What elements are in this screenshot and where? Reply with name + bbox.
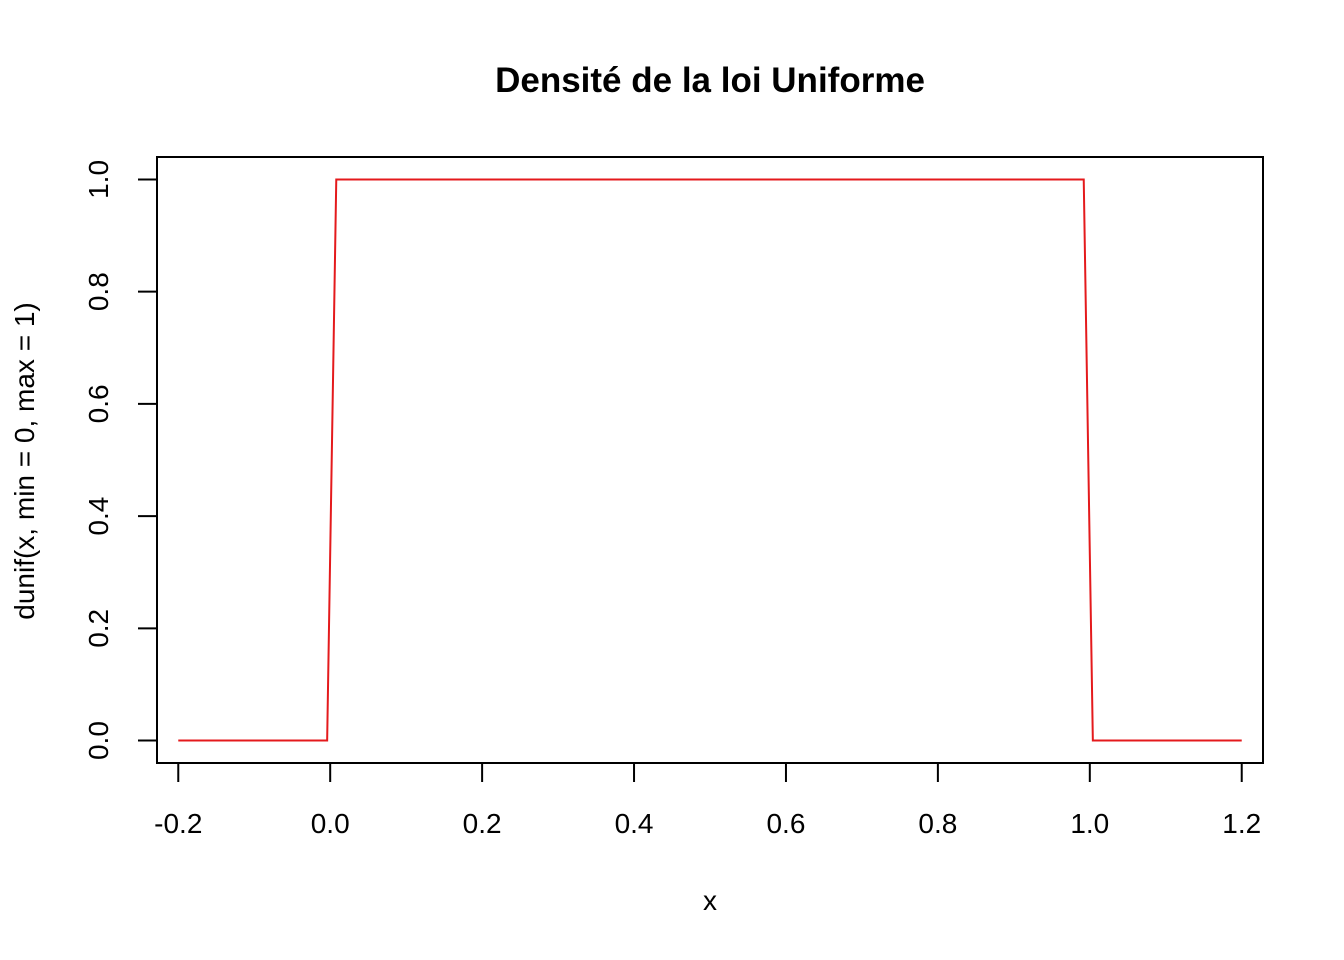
- x-tick-label: -0.2: [154, 808, 202, 839]
- y-tick-label: 1.0: [83, 160, 114, 199]
- chart-title: Densité de la loi Uniforme: [495, 61, 925, 100]
- x-tick-label: 0.8: [918, 808, 957, 839]
- plot-frame: [156, 156, 1264, 764]
- x-tick-label: 1.0: [1070, 808, 1109, 839]
- y-tick-label: 0.2: [83, 609, 114, 648]
- x-axis: -0.2 0.0 0.2 0.4 0.6 0.8 1.0 1.2: [154, 762, 1261, 839]
- x-tick-label: 1.2: [1222, 808, 1261, 839]
- density-line: [178, 178, 1242, 742]
- x-tick-label: 0.6: [766, 808, 805, 839]
- x-tick-label: 0.4: [615, 808, 654, 839]
- x-axis-label: x: [703, 885, 717, 916]
- y-axis-label: dunif(x, min = 0, max = 1): [9, 302, 40, 619]
- y-tick-label: 0.4: [83, 497, 114, 536]
- x-tick-label: 0.0: [311, 808, 350, 839]
- y-axis: 0.0 0.2 0.4 0.6 0.8 1.0: [83, 160, 158, 760]
- y-tick-label: 0.8: [83, 272, 114, 311]
- x-tick-label: 0.2: [463, 808, 502, 839]
- series-layer: [178, 178, 1242, 742]
- y-tick-label: 0.6: [83, 384, 114, 423]
- y-tick-label: 0.0: [83, 721, 114, 760]
